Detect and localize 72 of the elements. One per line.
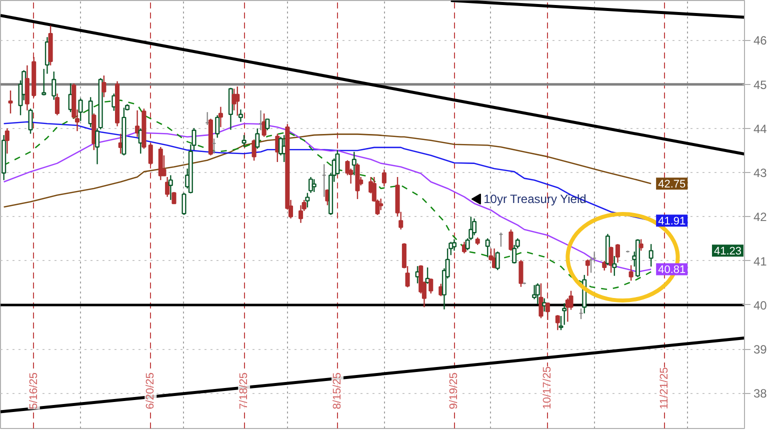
candlestick — [255, 128, 260, 150]
y-tick-label: 42 — [754, 210, 768, 224]
y-tick-label: 40 — [754, 298, 768, 312]
candlestick — [612, 255, 617, 276]
candlestick — [538, 282, 544, 319]
candlestick — [4, 128, 10, 154]
candlestick — [378, 198, 384, 211]
y-tick-label: 46 — [754, 34, 768, 48]
y-tick-label: 43 — [754, 166, 768, 180]
candlestick — [352, 151, 356, 176]
candlestick — [168, 174, 173, 201]
candlestick — [628, 264, 634, 282]
candlestick — [172, 191, 176, 205]
candlestick — [8, 90, 13, 114]
candlestick — [545, 302, 550, 321]
x-tick-label: 11/21/25 — [658, 367, 670, 410]
candlestick — [532, 284, 537, 300]
x-tick-label: 8/15/25 — [331, 372, 344, 410]
candlestick — [215, 114, 220, 138]
candlestick — [452, 238, 457, 252]
candlestick — [235, 86, 240, 116]
y-tick-label: 45 — [754, 78, 768, 92]
candlestick — [135, 110, 140, 138]
candlestick — [148, 142, 153, 166]
candlestick — [562, 302, 567, 326]
candlestick — [615, 243, 620, 264]
candlestick — [585, 258, 590, 276]
candlestick — [518, 259, 524, 288]
candlestick — [602, 260, 607, 272]
candlestick — [608, 246, 614, 274]
candlestick — [558, 315, 564, 331]
candlestick — [265, 118, 270, 131]
candlestick — [638, 238, 644, 252]
candlestick — [555, 314, 560, 331]
candlestick — [102, 74, 106, 98]
candlestick — [165, 176, 170, 198]
candlestick — [54, 93, 60, 116]
candlestick — [28, 108, 33, 134]
candlestick — [382, 168, 386, 187]
candlestick — [472, 218, 477, 236]
data-label: 40.81 — [658, 264, 686, 276]
text: 41.23 — [714, 246, 742, 258]
candlestick — [182, 192, 186, 216]
y-tick-label: 38 — [754, 386, 768, 401]
candlestick — [238, 108, 243, 122]
x-tick-label: 6/20/25 — [144, 372, 157, 410]
candlestick — [648, 243, 654, 268]
candlestick — [78, 98, 83, 122]
candlestick — [94, 128, 100, 165]
data-label: 41.91 — [658, 216, 686, 228]
x-tick-label: 5/16/25 — [28, 372, 40, 410]
y-tick-label: 39 — [754, 342, 768, 357]
candlestick — [308, 176, 314, 194]
y-tick-label: 44 — [754, 122, 768, 136]
line-series — [3, 134, 652, 208]
candlestick — [312, 178, 316, 193]
x-tick-label: 9/19/25 — [448, 372, 460, 410]
data-label: 42.75 — [658, 178, 686, 191]
x-tick-label: 10/17/25 — [542, 366, 554, 410]
candlestick — [242, 134, 246, 148]
candlestick — [485, 238, 490, 258]
candlestick — [42, 68, 46, 96]
candlestick — [535, 282, 540, 305]
candlestick — [218, 106, 223, 128]
candlestick — [52, 70, 56, 100]
line-series — [3, 100, 652, 290]
y-tick-label: 41 — [754, 254, 768, 268]
candlestick — [428, 278, 434, 294]
candlestick — [305, 192, 310, 208]
x-tick-label: 7/18/25 — [238, 372, 250, 410]
candlestick — [508, 228, 514, 252]
candlestick — [495, 250, 500, 271]
